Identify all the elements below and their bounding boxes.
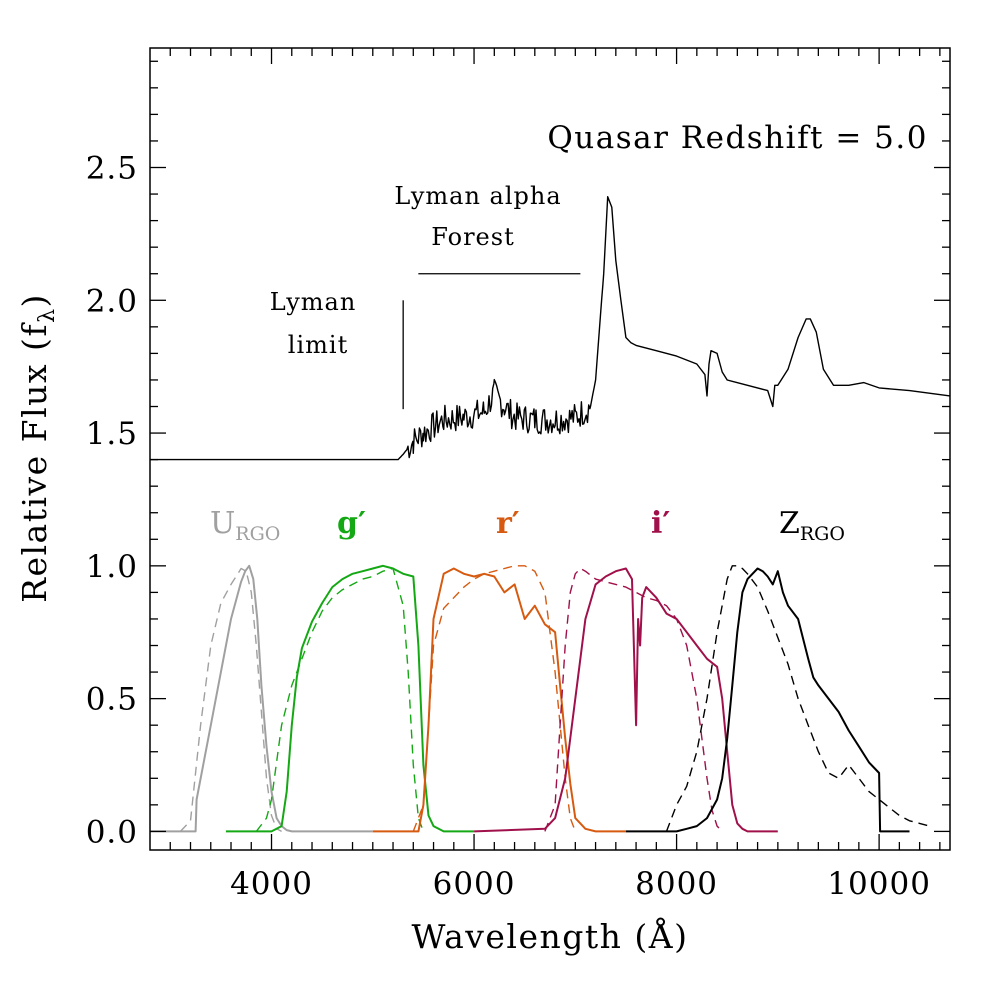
series-line-0: [150, 195, 951, 461]
plot-frame: [149, 47, 951, 851]
series-line-3: [225, 564, 475, 833]
y-axis-label: Relative Flux (fλ): [15, 293, 60, 603]
series-line-6: [412, 565, 576, 832]
series-line-2: [179, 567, 282, 833]
filter-label-3: i′: [651, 506, 670, 541]
y-axis-label-sub: λ: [35, 307, 60, 322]
filter-label-4: ZRGO: [779, 506, 845, 545]
x-tick-label: 8000: [635, 866, 718, 902]
series-line-7: [474, 567, 778, 833]
x-tick-label: 10000: [827, 866, 931, 902]
y-tick-label: 0.0: [86, 814, 138, 850]
redshift-annotation: Quasar Redshift = 5.0: [547, 120, 928, 156]
x-tick-label: 6000: [433, 866, 516, 902]
lyman-limit-label-line2: limit: [288, 331, 348, 359]
y-axis-label-close: ): [15, 293, 54, 307]
lya-forest-label-line2: Forest: [431, 223, 514, 251]
series-line-1: [150, 564, 373, 833]
y-tick-label: 1.5: [86, 416, 138, 452]
x-axis-label: Wavelength (Å): [412, 916, 689, 956]
y-tick-label: 1.0: [86, 549, 138, 585]
series-layer: [150, 195, 951, 833]
series-line-5: [372, 567, 626, 833]
filter-labels: URGO g′ r′ i′ ZRGO: [210, 506, 845, 545]
annotation-markers: [402, 273, 581, 410]
y-axis-label-main: Relative Flux (f: [15, 322, 54, 603]
filter-label-1: g′: [337, 506, 366, 541]
y-tick-label: 2.0: [86, 283, 138, 319]
series-line-10: [665, 565, 930, 832]
series-line-4: [255, 567, 425, 832]
lyman-limit-label-line1: Lyman: [270, 288, 357, 316]
lya-forest-label-line1: Lyman alpha: [394, 182, 561, 210]
y-tick-label: 2.5: [86, 151, 138, 187]
series-line-9: [625, 567, 910, 833]
axis-ticks: 4000 6000 8000 10000 0.0 0.5 1.0 1.5 2.0 2.5: [86, 48, 950, 902]
series-line-8: [544, 567, 723, 832]
x-tick-label: 4000: [230, 866, 313, 902]
y-tick-label: 0.5: [86, 682, 138, 718]
filter-label-2: r′: [496, 506, 520, 541]
filter-label-0: URGO: [210, 506, 280, 545]
